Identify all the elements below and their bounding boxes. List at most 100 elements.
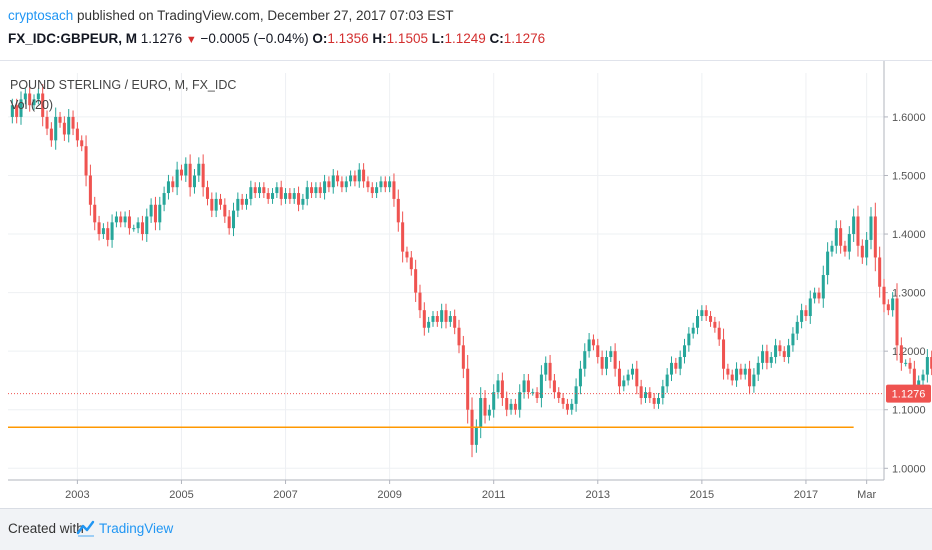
candle-up xyxy=(626,374,630,381)
candle-down xyxy=(153,204,157,223)
candle-up xyxy=(583,351,587,369)
candle-down xyxy=(201,163,205,188)
candle-down xyxy=(279,187,283,199)
candle-down xyxy=(648,392,652,399)
candle-up xyxy=(917,380,921,387)
x-tick-label: 2007 xyxy=(273,489,297,501)
candle-down xyxy=(882,286,886,305)
volume-indicator-label[interactable]: Vol (20) xyxy=(10,98,54,112)
candle-up xyxy=(578,368,582,387)
candle-down xyxy=(262,187,266,194)
candle-up xyxy=(821,275,825,299)
footer: Created with TradingView xyxy=(0,508,932,550)
candle-up xyxy=(275,187,279,194)
last-price: 1.1276 xyxy=(140,31,183,46)
candle-down xyxy=(58,116,62,123)
candle-up xyxy=(305,187,309,199)
candle-up xyxy=(656,398,661,404)
candle-down xyxy=(674,362,678,369)
candle-up xyxy=(23,93,27,100)
close-label: C: xyxy=(489,31,504,46)
candle-up xyxy=(869,216,873,240)
candle-up xyxy=(904,362,908,364)
candle-up xyxy=(19,99,23,117)
candle-up xyxy=(357,169,361,182)
candle-up xyxy=(496,380,500,393)
candle-down xyxy=(318,187,322,194)
candle-down xyxy=(561,398,565,404)
candle-down xyxy=(49,128,53,141)
candle-up xyxy=(192,175,196,188)
candle-up xyxy=(145,216,149,235)
candle-up xyxy=(236,198,240,211)
tradingview-brand-link[interactable]: TradingView xyxy=(99,521,174,536)
candle-down xyxy=(383,181,387,188)
candle-down xyxy=(483,398,487,416)
candle-down xyxy=(218,198,223,205)
candle-up xyxy=(136,222,140,229)
candle-up xyxy=(531,392,535,394)
chart-frame[interactable]: 1.0000 1.1000 1.2000 1.3000 1.4000 1.5000 1.60… xyxy=(0,60,932,509)
current-price-label: 1.1276 xyxy=(892,389,926,401)
candle-down xyxy=(717,327,721,340)
candle-up xyxy=(539,374,543,399)
tradingview-logo-icon[interactable] xyxy=(76,519,96,539)
candle-down xyxy=(739,368,743,375)
candle-down xyxy=(171,181,175,188)
candle-down xyxy=(71,116,75,129)
candle-down xyxy=(778,345,782,352)
candle-up xyxy=(891,298,895,311)
high-label: H: xyxy=(372,31,387,46)
candle-up xyxy=(865,239,869,258)
candle-down xyxy=(804,310,808,317)
y-tick-label: 1.6000 xyxy=(892,112,926,124)
candle-up xyxy=(379,181,383,188)
symbol-label[interactable]: FX_IDC:GBPEUR, M xyxy=(8,31,138,46)
chart-title: POUND STERLING / EURO, M, FX_IDC xyxy=(10,78,237,92)
candle-down xyxy=(15,105,19,117)
candle-up xyxy=(696,316,700,328)
candle-down xyxy=(422,310,426,328)
candle-up xyxy=(826,251,830,276)
candle-down xyxy=(613,351,617,369)
candle-down xyxy=(652,398,656,404)
candle-down xyxy=(526,380,530,393)
candle-up xyxy=(292,193,296,199)
y-tick-label: 1.0000 xyxy=(892,463,926,475)
candle-down xyxy=(466,368,470,410)
candle-down xyxy=(45,116,49,129)
candle-down xyxy=(930,357,932,369)
chart-canvas[interactable]: 1.00001.10001.20001.30001.40001.50001.60… xyxy=(0,61,932,509)
candle-up xyxy=(756,362,760,375)
candle-up xyxy=(774,345,778,358)
candle-up xyxy=(271,193,275,199)
candle-down xyxy=(453,316,457,328)
x-tick-label: Mar xyxy=(857,489,876,501)
candle-up xyxy=(32,99,36,106)
candle-down xyxy=(362,169,366,182)
candle-down xyxy=(912,368,916,387)
candle-up xyxy=(132,228,136,230)
candle-up xyxy=(604,357,608,369)
candle-down xyxy=(188,163,192,188)
candle-up xyxy=(110,222,114,240)
candle-down xyxy=(370,187,374,194)
candle-down xyxy=(353,175,357,182)
author-link[interactable]: cryptosach xyxy=(8,8,74,23)
candle-up xyxy=(197,163,201,176)
candle-down xyxy=(730,374,734,381)
candle-down xyxy=(41,93,45,117)
candle-up xyxy=(574,386,578,404)
candle-down xyxy=(444,310,448,322)
candle-down xyxy=(297,193,301,205)
candle-down xyxy=(418,292,422,311)
candle-up xyxy=(54,116,58,141)
candle-up xyxy=(375,187,379,194)
candle-up xyxy=(214,198,218,211)
candle-down xyxy=(106,228,110,240)
candle-up xyxy=(427,321,431,328)
candle-up xyxy=(487,409,491,416)
candle-up xyxy=(678,357,682,369)
candle-down xyxy=(227,216,231,229)
candle-up xyxy=(244,198,249,205)
